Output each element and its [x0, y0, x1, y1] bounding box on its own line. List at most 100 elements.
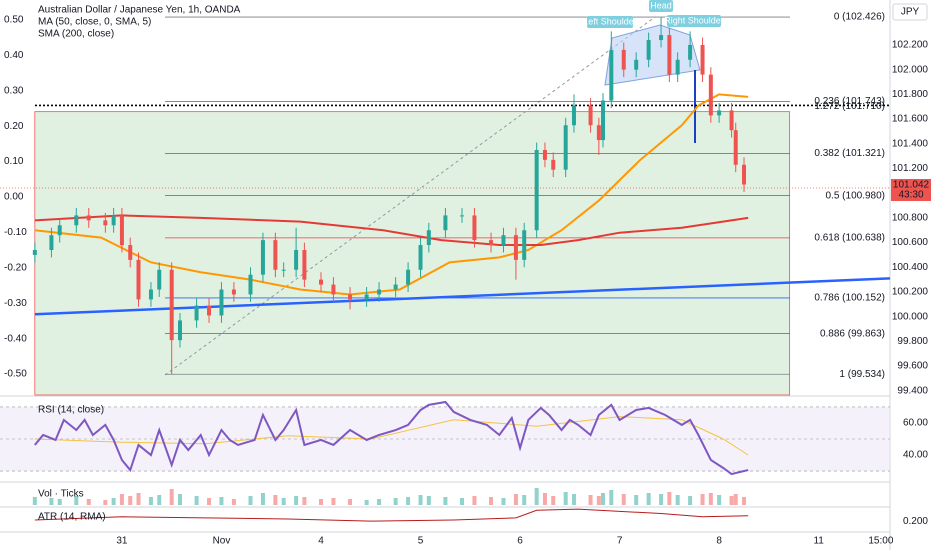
candle-body [148, 289, 153, 300]
volume-bar [103, 500, 108, 505]
candle-body [426, 230, 431, 246]
y2-tick-label: 0.40 [4, 50, 24, 61]
candle-body [700, 44, 705, 75]
candle-body [563, 125, 568, 170]
zone [34, 111, 791, 396]
candle-body [513, 235, 518, 260]
pattern-label: Left Shoulder [583, 16, 637, 26]
volume-bar [281, 498, 286, 505]
volume-bar [32, 497, 37, 505]
y2-tick-label: -0.30 [4, 298, 27, 309]
y-tick-label: 99.400 [897, 385, 928, 396]
volume-bar [659, 494, 664, 505]
indicator-label: Vol · Ticks [38, 489, 84, 500]
countdown: 43:30 [898, 190, 923, 201]
candle-body [675, 59, 680, 75]
candle-body [86, 215, 91, 221]
last-price: 101.042 [893, 180, 930, 191]
volume-bar [596, 496, 601, 505]
candle-body [119, 215, 124, 246]
currency-button[interactable] [892, 3, 928, 21]
candle-body [49, 235, 54, 250]
candle-body [406, 269, 411, 285]
fib-label: 0.5 (100.980) [826, 190, 886, 201]
fib-label: 0.236 (101.743) [814, 96, 885, 107]
y2-tick-label: 0.50 [4, 14, 24, 25]
candle-body [111, 215, 116, 226]
candle-body [377, 289, 382, 295]
candle-body [231, 289, 236, 295]
x-tick-label: 15:00 [868, 536, 893, 547]
rsi-line [34, 400, 749, 476]
volume-bar [563, 492, 568, 505]
candle-body [443, 215, 448, 231]
y-tick-label: 99.800 [897, 336, 928, 347]
volume-bar [551, 496, 556, 505]
fib-label: 0.786 (100.152) [814, 293, 885, 304]
x-tick-label: 31 [116, 536, 128, 547]
volume-bar [207, 498, 212, 505]
volume-bar [688, 496, 693, 505]
currency[interactable]: JPY [901, 7, 920, 18]
candle-body [646, 40, 651, 60]
volume-bar [534, 488, 539, 505]
candle-body [294, 249, 299, 270]
volume-bar [675, 495, 680, 505]
volume-bar [460, 498, 465, 505]
volume-bar [219, 497, 224, 505]
candle-body [601, 100, 606, 141]
volume-bar [406, 497, 411, 505]
volume-bar [177, 494, 182, 505]
candle-body [717, 110, 722, 116]
volume-bar [489, 497, 494, 505]
x-tick-label: Nov [213, 536, 231, 547]
candle-body [522, 230, 527, 260]
y-tick-label: 101.800 [892, 89, 929, 100]
rsi-tick-label: 60.00 [903, 418, 928, 429]
candle-body [128, 245, 133, 260]
y-tick-label: 100.000 [892, 311, 929, 322]
volume-bar [588, 495, 593, 505]
volume-bar [86, 499, 91, 505]
fib-label: 0.618 (100.638) [814, 233, 885, 244]
volume-bar [426, 496, 431, 505]
fib-label: 0.382 (101.321) [814, 148, 885, 159]
candle-body [169, 269, 174, 341]
volume-bar [646, 493, 651, 505]
y-tick-label: 100.600 [892, 237, 929, 248]
candle-body [57, 225, 62, 236]
volume-bar [708, 493, 713, 505]
candle-body [733, 130, 738, 165]
volume-bar [717, 495, 722, 505]
volume-bar [609, 490, 614, 505]
candle-body [729, 110, 734, 131]
candle-body [489, 240, 494, 246]
y2-tick-label: -0.50 [4, 369, 27, 380]
atr-line [34, 508, 749, 522]
volume-bar [248, 496, 253, 505]
candle-body [460, 215, 465, 217]
candle-body [588, 105, 593, 126]
moving-average [34, 214, 749, 247]
volume-bar [57, 499, 62, 505]
x-tick-label: 11 [813, 536, 824, 547]
volume-bar [318, 499, 323, 505]
volume-bar [157, 495, 162, 505]
y2-tick-label: 0.10 [4, 156, 24, 167]
volume-bar [472, 496, 477, 505]
candle-body [742, 164, 747, 185]
y-tick-label: 100.800 [892, 213, 929, 224]
candle-body [688, 44, 693, 60]
fib-label: 0 (102.426) [834, 12, 885, 23]
volume-bar [601, 493, 606, 505]
last-price-box [891, 178, 931, 201]
volume-bar [393, 498, 398, 505]
candle-body [177, 320, 182, 341]
x-tick-label: 5 [418, 536, 424, 547]
candle-body [348, 294, 353, 300]
indicator-label: MA (50, close, 0, SMA, 5) [38, 17, 151, 28]
candle-body [571, 105, 576, 126]
candle-body [393, 284, 398, 290]
candle-body [318, 279, 323, 285]
